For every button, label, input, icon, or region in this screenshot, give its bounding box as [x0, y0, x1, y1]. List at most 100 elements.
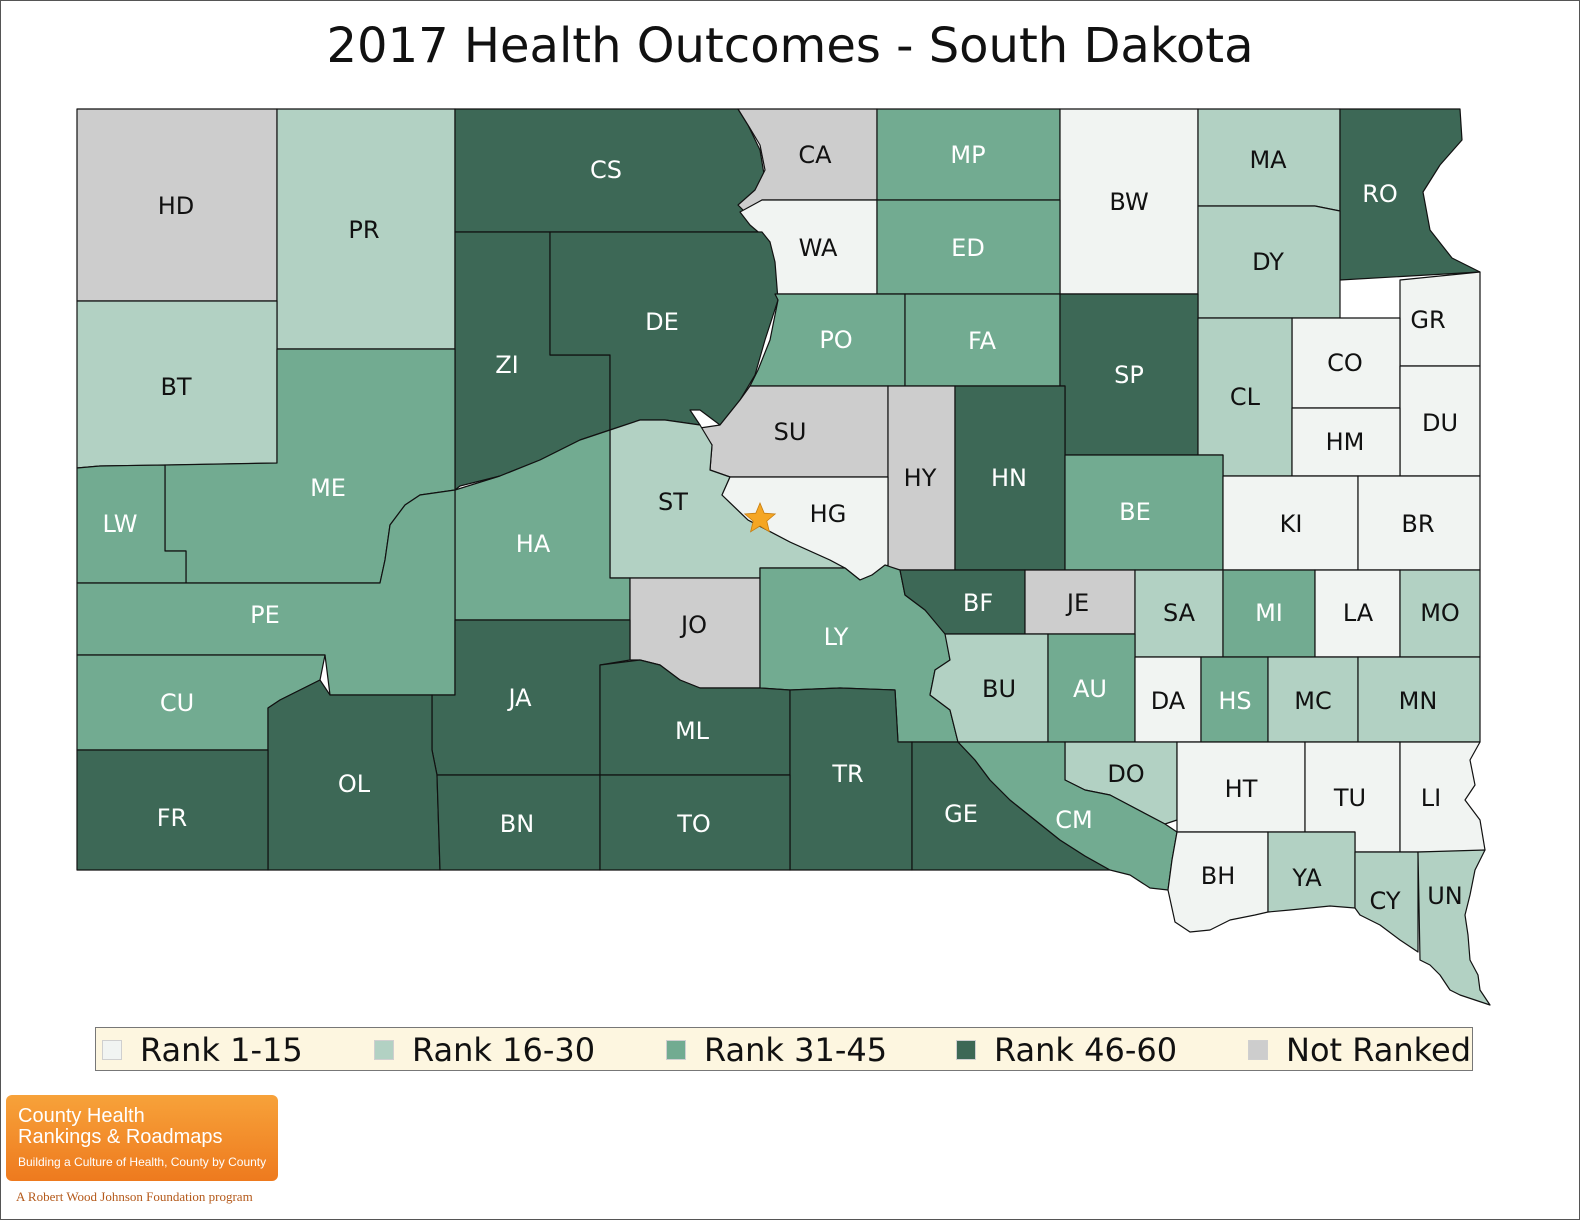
county-label-to: TO: [676, 810, 711, 838]
logo-tagline: Building a Culture of Health, County by …: [18, 1155, 267, 1169]
county-label-hg: HG: [810, 500, 847, 528]
county-label-fa: FA: [968, 327, 997, 355]
legend-item-rank-16-30: Rank 16-30: [374, 1028, 595, 1072]
county-label-do: DO: [1107, 760, 1144, 788]
county-label-de: DE: [645, 308, 679, 336]
county-label-zi: ZI: [495, 351, 519, 379]
county-ya: [1267, 831, 1356, 913]
county-label-hy: HY: [904, 464, 937, 492]
legend-swatch: [1248, 1040, 1268, 1060]
county-fr: [76, 749, 269, 871]
county-label-dy: DY: [1252, 248, 1284, 276]
county-label-br: BR: [1401, 510, 1434, 538]
legend-label: Rank 1-15: [140, 1031, 303, 1069]
county-label-lw: LW: [103, 510, 138, 538]
county-tr: [789, 687, 913, 871]
county-label-du: DU: [1422, 409, 1458, 437]
county-label-mc: MC: [1294, 687, 1331, 715]
county-label-bt: BT: [160, 373, 191, 401]
county-label-je: JE: [1065, 589, 1089, 617]
county-label-wa: WA: [799, 234, 838, 262]
county-label-bu: BU: [982, 675, 1016, 703]
county-label-tu: TU: [1333, 784, 1366, 812]
county-label-un: UN: [1427, 882, 1463, 910]
county-label-bh: BH: [1201, 862, 1236, 890]
legend-item-rank-1-15: Rank 1-15: [102, 1028, 303, 1072]
county-de: [549, 231, 779, 431]
county-label-cl: CL: [1230, 383, 1261, 411]
county-label-cy: CY: [1370, 887, 1401, 915]
county-un: [1417, 849, 1491, 1006]
county-label-tr: TR: [831, 760, 863, 788]
legend-item-rank-31-45: Rank 31-45: [666, 1028, 887, 1072]
county-label-jo: JO: [679, 611, 707, 639]
county-label-cs: CS: [590, 156, 622, 184]
county-label-mn: MN: [1399, 687, 1438, 715]
map-title: 2017 Health Outcomes - South Dakota: [326, 18, 1254, 74]
county-label-pe: PE: [250, 601, 280, 629]
county-label-be: BE: [1119, 498, 1151, 526]
legend-label: Rank 46-60: [994, 1031, 1178, 1069]
county-label-ge: GE: [944, 800, 978, 828]
legend-label: Not Ranked: [1286, 1031, 1472, 1069]
county-li: [1399, 741, 1486, 853]
county-label-me: ME: [310, 474, 346, 502]
county-label-ml: ML: [675, 717, 710, 745]
legend-swatch: [666, 1040, 686, 1060]
county-label-mp: MP: [950, 141, 985, 169]
star-icon: [743, 501, 777, 533]
county-label-hm: HM: [1326, 428, 1365, 456]
county-cm: [957, 741, 1178, 891]
county-label-fr: FR: [157, 804, 187, 832]
county-label-hn: HN: [991, 464, 1027, 492]
chr-logo: County Health Rankings & Roadmaps Buildi…: [6, 1095, 278, 1181]
legend-item-not-ranked: Not Ranked: [1248, 1028, 1471, 1072]
county-label-co: CO: [1327, 349, 1363, 377]
county-label-st: ST: [658, 488, 688, 516]
county-label-bf: BF: [963, 589, 993, 617]
county-label-mi: MI: [1255, 599, 1283, 627]
county-label-hs: HS: [1218, 687, 1251, 715]
county-label-ma: MA: [1249, 146, 1287, 174]
county-label-hd: HD: [158, 192, 195, 220]
county-label-cm: CM: [1055, 806, 1092, 834]
legend-label: Rank 31-45: [704, 1031, 888, 1069]
county-label-cu: CU: [160, 689, 194, 717]
county-label-ed: ED: [951, 234, 985, 262]
logo-line-2: Rankings & Roadmaps: [18, 1126, 223, 1148]
county-ol: [267, 679, 441, 871]
county-label-su: SU: [774, 418, 807, 446]
program-credit: A Robert Wood Johnson Foundation program: [16, 1189, 253, 1204]
logo-line-1: County Health: [18, 1105, 145, 1127]
county-label-au: AU: [1073, 675, 1107, 703]
legend-swatch: [374, 1040, 394, 1060]
county-label-ro: RO: [1362, 180, 1398, 208]
county-label-da: DA: [1151, 687, 1186, 715]
county-label-ol: OL: [338, 770, 371, 798]
county-label-bn: BN: [500, 810, 534, 838]
county-label-ki: KI: [1280, 510, 1303, 538]
county-label-ja: JA: [506, 684, 532, 712]
county-label-ht: HT: [1225, 775, 1258, 803]
county-label-li: LI: [1421, 784, 1441, 812]
legend-label: Rank 16-30: [412, 1031, 596, 1069]
county-label-ca: CA: [798, 141, 832, 169]
legend-item-rank-46-60: Rank 46-60: [956, 1028, 1177, 1072]
county-label-sp: SP: [1114, 361, 1144, 389]
county-ro: [1339, 108, 1481, 281]
county-label-pr: PR: [348, 216, 379, 244]
county-label-bw: BW: [1109, 188, 1148, 216]
county-label-la: LA: [1343, 599, 1374, 627]
county-label-po: PO: [819, 326, 852, 354]
county-label-ya: YA: [1291, 864, 1322, 892]
county-label-gr: GR: [1410, 306, 1445, 334]
county-label-ha: HA: [516, 530, 551, 558]
legend-swatch: [956, 1040, 976, 1060]
legend-swatch: [102, 1040, 122, 1060]
county-label-sa: SA: [1163, 599, 1196, 627]
county-to: [599, 774, 791, 871]
map-legend: Rank 1-15 Rank 16-30 Rank 31-45 Rank 46-60 N…: [95, 1027, 1473, 1071]
county-label-mo: MO: [1420, 599, 1460, 627]
county-label-ly: LY: [824, 623, 849, 651]
